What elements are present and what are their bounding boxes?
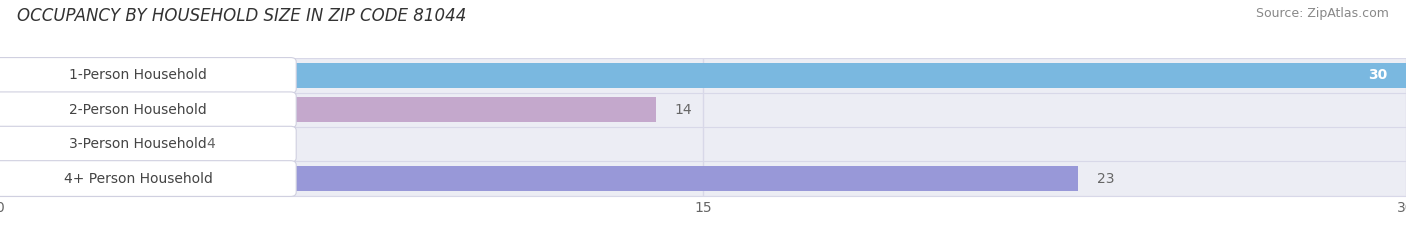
Text: 3-Person Household: 3-Person Household xyxy=(69,137,207,151)
Text: 30: 30 xyxy=(1368,69,1388,82)
Bar xyxy=(0,127,1406,161)
Text: 4+ Person Household: 4+ Person Household xyxy=(63,171,212,185)
Bar xyxy=(0,132,187,157)
Text: 14: 14 xyxy=(675,103,693,117)
Bar xyxy=(0,93,1406,127)
Bar xyxy=(0,58,1406,93)
Text: Source: ZipAtlas.com: Source: ZipAtlas.com xyxy=(1256,7,1389,20)
Text: 23: 23 xyxy=(1097,171,1114,185)
Text: OCCUPANCY BY HOUSEHOLD SIZE IN ZIP CODE 81044: OCCUPANCY BY HOUSEHOLD SIZE IN ZIP CODE … xyxy=(17,7,467,25)
Bar xyxy=(0,161,1406,196)
Text: 1-Person Household: 1-Person Household xyxy=(69,69,207,82)
FancyBboxPatch shape xyxy=(0,161,297,196)
Text: 2-Person Household: 2-Person Household xyxy=(69,103,207,117)
Bar xyxy=(0,166,1078,191)
Bar xyxy=(0,63,1406,88)
FancyBboxPatch shape xyxy=(0,58,297,93)
FancyBboxPatch shape xyxy=(0,92,297,128)
Text: 4: 4 xyxy=(207,137,215,151)
Bar xyxy=(0,97,657,122)
FancyBboxPatch shape xyxy=(0,126,297,162)
